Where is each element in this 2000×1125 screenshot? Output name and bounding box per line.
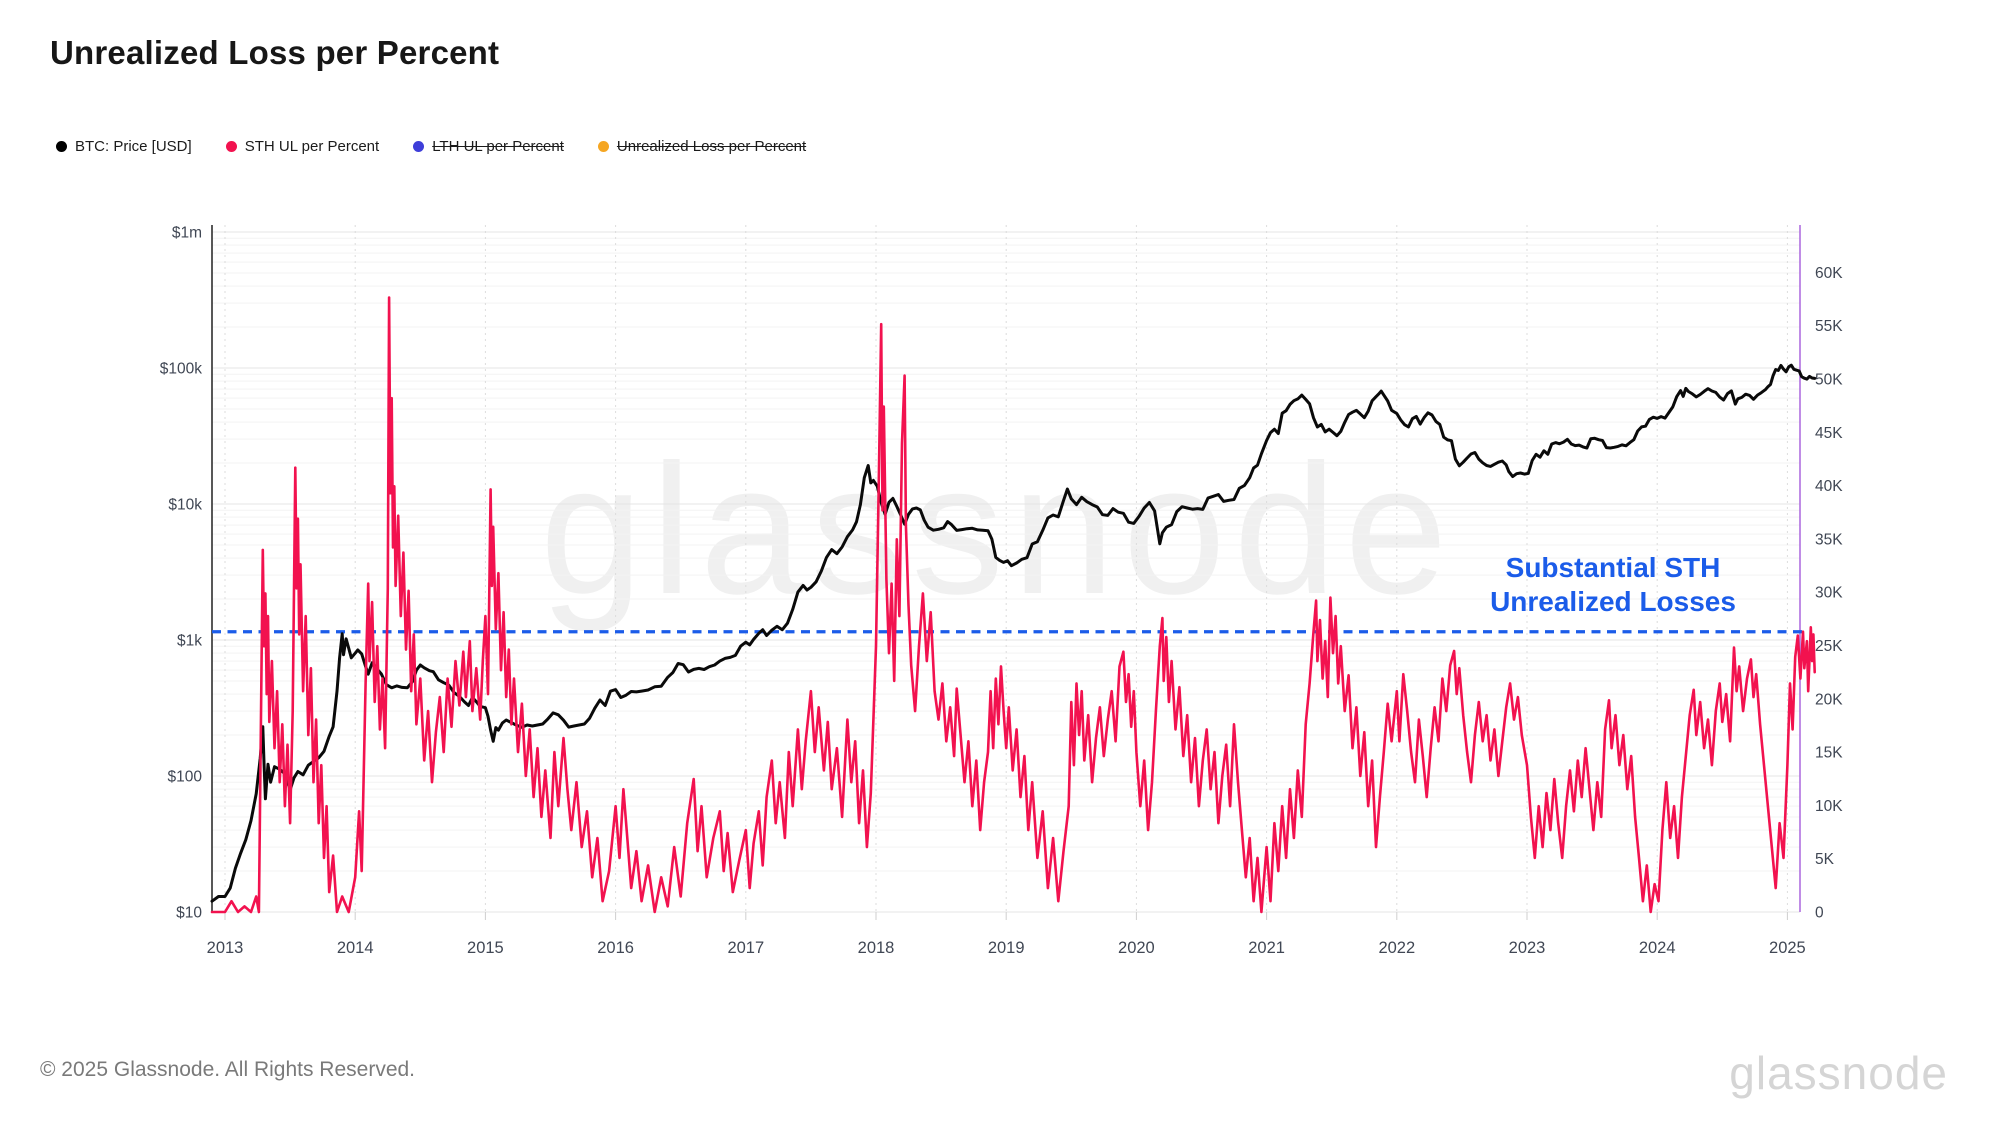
right-axis-label: 25K — [1815, 638, 1843, 655]
left-axis-label: $100 — [168, 769, 203, 786]
glassnode-watermark: glassnode — [540, 427, 1456, 633]
x-axis-label: 2022 — [1378, 939, 1415, 957]
x-axis-label: 2019 — [988, 939, 1025, 957]
btc-price-legend-dot — [56, 141, 67, 152]
legend-label: BTC: Price [USD] — [75, 138, 192, 155]
annotation-substantial-sth: Substantial STH Unrealized Losses — [1413, 551, 1813, 619]
right-axis-label: 40K — [1815, 478, 1843, 495]
chart-plot-area[interactable]: 2013 2014 2015 2016 2017 2018 2019 2020 2021 2022… — [0, 0, 2000, 1010]
copyright-text: © 2025 Glassnode. All Rights Reserved. — [40, 1058, 416, 1081]
legend-item-sth-ul[interactable]: STH UL per Percent — [225, 138, 380, 155]
left-axis-label: $100k — [160, 361, 202, 378]
sth-ul-line — [210, 296, 1816, 914]
right-axis-label: 55K — [1815, 318, 1843, 335]
x-axis-label: 2025 — [1769, 939, 1806, 957]
legend-item-lth-ul[interactable]: LTH UL per Percent — [413, 138, 564, 155]
glassnode-logo: glassnode — [1729, 1047, 1948, 1099]
sth-ul-legend-dot — [225, 141, 237, 152]
right-axis-label: 20K — [1815, 691, 1843, 708]
x-axis-label: 2021 — [1248, 939, 1285, 957]
legend-item-unrealized-loss[interactable]: Unrealized Loss per Percent — [597, 138, 807, 155]
right-axis-label: 45K — [1815, 425, 1843, 442]
right-axis-label: 0 — [1815, 905, 1824, 922]
legend-label: STH UL per Percent — [244, 138, 380, 155]
lth-ul-legend-dot — [413, 141, 425, 152]
unrealized-loss-legend-dot — [597, 141, 609, 152]
right-axis-label: 30K — [1815, 585, 1843, 602]
x-axis-label: 2023 — [1509, 939, 1546, 957]
legend-item-btc-price[interactable]: BTC: Price [USD] — [56, 138, 192, 155]
x-axis-label: 2020 — [1118, 939, 1155, 957]
annotation-line1: Substantial STH — [1505, 552, 1721, 583]
x-axis-label: 2018 — [858, 939, 895, 957]
chart-legend: BTC: Price [USD] STH UL per Percent LTH … — [56, 138, 806, 155]
x-axis-label: 2016 — [597, 939, 634, 957]
right-axis-label: 60K — [1815, 265, 1843, 282]
x-axis-label: 2015 — [467, 939, 504, 957]
right-axis-label: 50K — [1815, 372, 1843, 389]
x-axis-label: 2013 — [207, 939, 244, 957]
right-axis-label: 10K — [1815, 798, 1843, 815]
legend-label: Unrealized Loss per Percent — [616, 138, 807, 155]
left-axis-label: $1m — [172, 225, 202, 242]
annotation-line2: Unrealized Losses — [1490, 586, 1736, 617]
right-axis-label: 15K — [1815, 745, 1843, 762]
x-axis-label: 2017 — [727, 939, 764, 957]
right-axis-label: 5K — [1815, 851, 1835, 868]
page-title: Unrealized Loss per Percent — [50, 34, 500, 71]
left-axis-label: $10k — [168, 497, 202, 514]
legend-label: LTH UL per Percent — [432, 138, 564, 155]
left-axis-label: $10 — [176, 905, 202, 922]
right-axis-label: 35K — [1815, 531, 1843, 548]
left-axis-label: $1k — [177, 633, 202, 650]
x-axis-label: 2024 — [1639, 939, 1676, 957]
x-axis-label: 2014 — [337, 939, 374, 957]
